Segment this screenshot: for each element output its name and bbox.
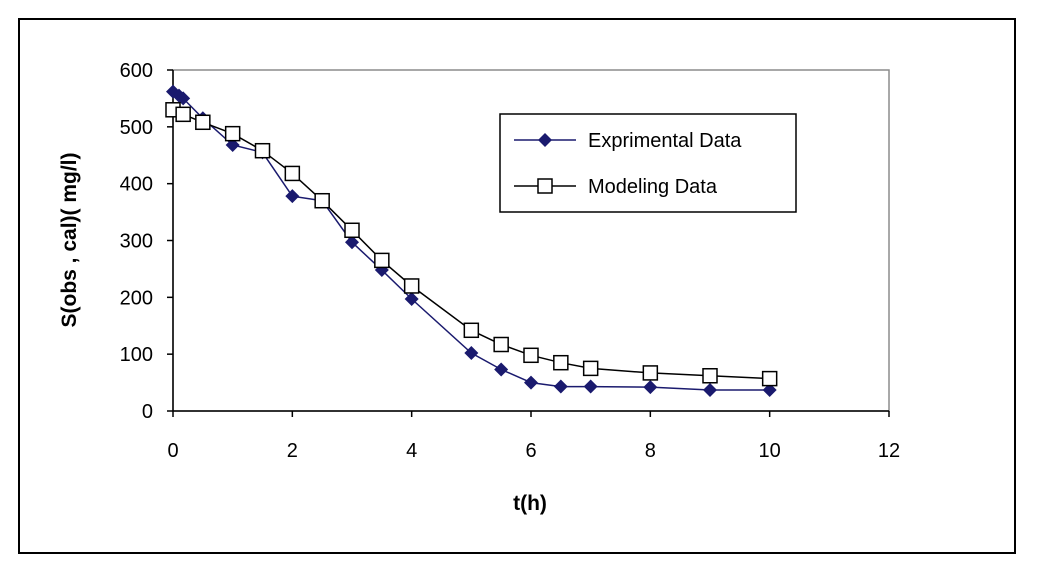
- data-point-experimental: [553, 379, 568, 394]
- data-point-modeling: [642, 365, 659, 381]
- data-point-experimental: [464, 346, 479, 361]
- data-point-modeling: [284, 165, 301, 182]
- legend-marker-experimental: [538, 133, 552, 147]
- data-point-experimental: [345, 235, 359, 250]
- data-point-modeling: [254, 142, 271, 159]
- data-point-modeling: [344, 222, 360, 239]
- data-point-experimental: [285, 189, 300, 204]
- y-axis-title: S(obs , cal)( mg/l): [58, 152, 81, 327]
- data-point-modeling: [175, 106, 191, 123]
- data-point-experimental: [524, 375, 538, 390]
- data-point-modeling: [761, 370, 778, 387]
- data-point-modeling: [523, 347, 539, 364]
- x-axis-title: t(h): [513, 492, 547, 515]
- x-tick-label: 6: [525, 440, 536, 462]
- data-point-modeling: [195, 114, 211, 131]
- y-tick-label: 600: [120, 60, 153, 82]
- data-point-experimental: [583, 379, 598, 394]
- data-point-experimental: [404, 292, 419, 307]
- data-point-modeling: [463, 322, 480, 339]
- data-point-experimental: [494, 362, 509, 377]
- legend-label-experimental: Exprimental Data: [588, 130, 742, 152]
- x-tick-label: 8: [645, 440, 656, 462]
- data-point-modeling: [224, 125, 241, 142]
- data-point-experimental: [225, 138, 240, 153]
- y-tick-label: 300: [120, 231, 153, 253]
- y-tick-label: 200: [120, 287, 153, 309]
- series-modeling: [165, 102, 778, 387]
- x-tick-label: 10: [759, 440, 781, 462]
- legend-entry-experimental: Exprimental Data: [514, 130, 742, 152]
- y-tick-label: 400: [120, 174, 153, 196]
- data-point-modeling: [374, 252, 390, 269]
- data-point-experimental: [176, 91, 191, 106]
- legend-label-modeling: Modeling Data: [588, 176, 718, 198]
- legend-entry-modeling: Modeling Data: [514, 176, 718, 198]
- legend: Exprimental Data Modeling Data: [499, 113, 797, 213]
- data-point-experimental: [643, 380, 658, 395]
- axes: 0 100 200 300 400 500 600 0 2 4 6 8 10 12: [120, 60, 901, 462]
- x-tick-label: 0: [167, 440, 178, 462]
- x-tick-label: 2: [287, 440, 298, 462]
- legend-box: [499, 113, 797, 213]
- data-point-modeling: [582, 360, 599, 377]
- y-tick-label: 0: [142, 401, 153, 423]
- legend-marker-modeling: [537, 178, 553, 194]
- data-point-modeling: [314, 192, 330, 209]
- x-tick-label: 12: [878, 440, 900, 462]
- x-tick-label: 4: [406, 440, 417, 462]
- data-point-experimental: [703, 382, 717, 397]
- y-tick-label: 100: [120, 344, 153, 366]
- data-point-modeling: [403, 278, 420, 294]
- series-layer: [165, 84, 778, 397]
- data-point-modeling: [702, 368, 718, 384]
- data-point-modeling: [493, 336, 509, 353]
- data-point-modeling: [553, 354, 569, 371]
- y-tick-label: 500: [120, 117, 153, 139]
- data-point-experimental: [762, 382, 777, 397]
